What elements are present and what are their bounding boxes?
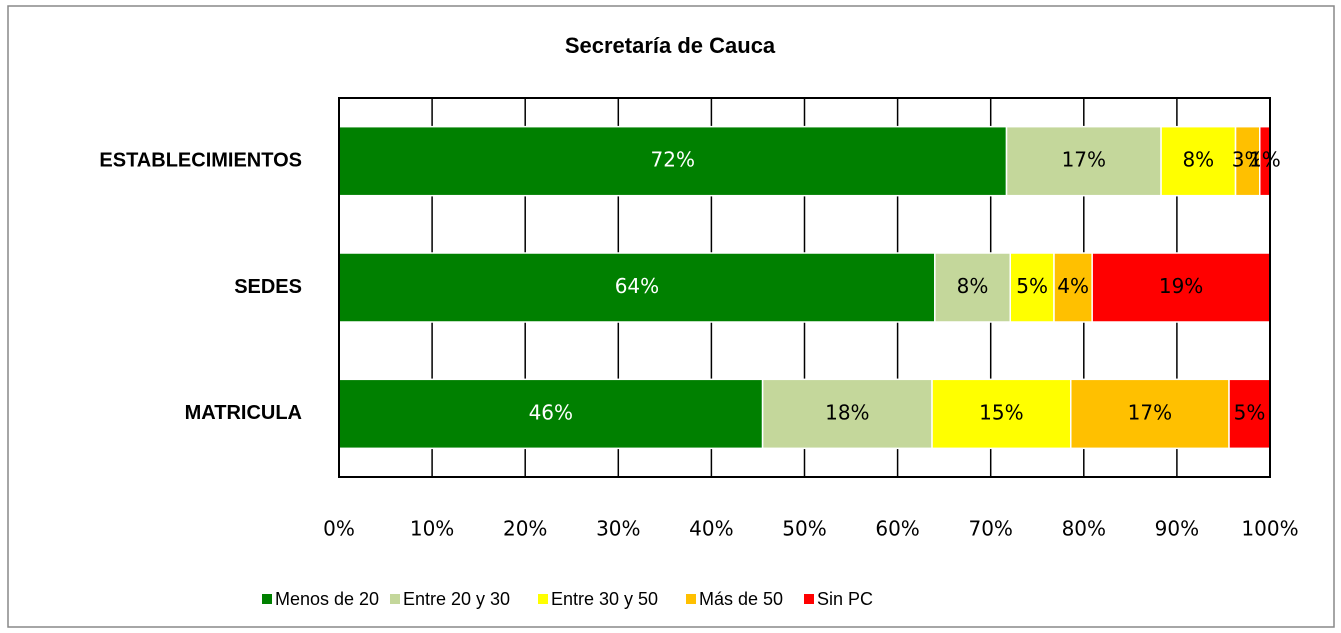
value-label: 15% [979,400,1023,424]
x-tick-label: 10% [410,517,454,541]
value-label: 8% [1182,148,1214,172]
value-label: 3% [1232,148,1264,172]
value-label: 72% [651,148,695,172]
bar-segment [338,378,764,450]
y-tick-label: ESTABLECIMIENTOS [99,149,302,171]
bar-segment [761,378,933,450]
bar-segment [1228,378,1271,450]
value-label: 8% [957,274,989,298]
bar-segment [934,252,1012,323]
value-label: 17% [1128,400,1172,424]
x-tick-label: 60% [875,517,919,541]
x-tick-label: 80% [1062,517,1106,541]
bar-segment [1009,252,1055,323]
value-label: 19% [1159,274,1203,298]
value-label: 4% [1057,274,1089,298]
legend-label: Entre 20 y 30 [403,589,510,609]
x-tick-label: 90% [1155,517,1199,541]
plot-frame [338,97,1271,478]
legend-label: Menos de 20 [275,589,379,609]
value-label: 18% [825,400,869,424]
x-tick-label: 0% [323,517,355,541]
legend-swatch [262,594,272,604]
legend-swatch [538,594,548,604]
bar-segment [1070,378,1230,450]
y-tick-label: SEDES [234,276,302,298]
value-label: 5% [1016,274,1048,298]
value-label: 17% [1062,148,1106,172]
legend-swatch [390,594,400,604]
value-label: 46% [529,400,573,424]
value-label: 5% [1234,400,1266,424]
x-tick-label: 40% [689,517,733,541]
legend-label: Sin PC [817,589,873,609]
legend-swatch [804,594,814,604]
legend-swatch [686,594,696,604]
x-tick-label: 100% [1241,517,1298,541]
y-tick-label: MATRICULA [185,402,302,424]
x-tick-label: 20% [503,517,547,541]
bar-segment [1005,125,1162,197]
x-tick-label: 30% [596,517,640,541]
legend-label: Entre 30 y 50 [551,589,658,609]
bar-segment [1091,252,1271,323]
chart-title: Secretaría de Cauca [565,33,776,58]
bar-segment [1053,252,1093,323]
x-tick-label: 70% [968,517,1012,541]
bar-segment [931,378,1072,450]
x-tick-label: 50% [782,517,826,541]
value-label: 1% [1249,148,1281,172]
bar-segment [338,252,936,323]
legend-label: Más de 50 [699,589,783,609]
value-label: 64% [615,274,659,298]
